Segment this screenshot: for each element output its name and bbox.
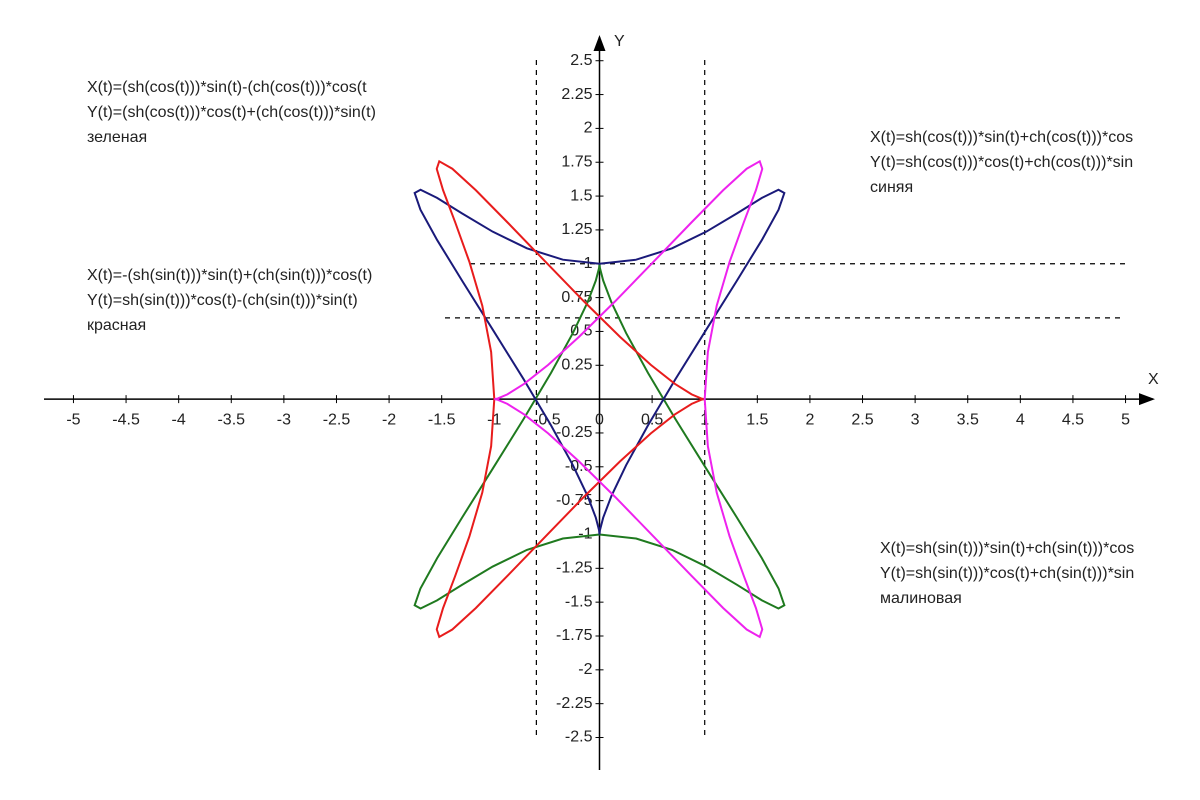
formula-text: Y(t)=sh(cos(t)))*cos(t)+ch(cos(t)))*sin: [870, 154, 1133, 171]
y-axis-label: Y: [614, 33, 625, 50]
x-tick-label: 4: [1016, 411, 1025, 428]
formula-text: Y(t)=sh(sin(t)))*cos(t)-(ch(sin(t)))*sin…: [87, 292, 358, 309]
x-tick-label: 3: [911, 411, 920, 428]
formula-text: X(t)=-(sh(sin(t)))*sin(t)+(ch(sin(t)))*c…: [87, 267, 372, 284]
curve: [413, 188, 786, 535]
x-tick-label: -3.5: [217, 411, 245, 428]
y-tick-label: -1.5: [565, 593, 593, 610]
x-tick-label: 4.5: [1062, 411, 1084, 428]
y-tick-label: -1: [578, 526, 592, 543]
x-tick-label: -3: [277, 411, 291, 428]
x-tick-label: -1.5: [428, 411, 456, 428]
y-tick-label: -0.25: [556, 424, 593, 441]
y-tick-label: -1.75: [556, 627, 593, 644]
y-axis-arrow: [593, 35, 606, 51]
legend-label: зеленая: [87, 129, 147, 146]
x-tick-label: -4.5: [112, 411, 140, 428]
formula-text: X(t)=sh(cos(t)))*sin(t)+ch(cos(t)))*cos: [870, 129, 1133, 146]
x-axis-arrow: [1139, 393, 1155, 406]
x-tick-label: 5: [1121, 411, 1130, 428]
y-tick-label: -2.25: [556, 695, 593, 712]
x-tick-label: -1: [487, 411, 501, 428]
x-tick-label: 2.5: [851, 411, 873, 428]
legend-label: малиновая: [880, 590, 962, 607]
x-tick-label: 2: [805, 411, 814, 428]
y-tick-label: 0.25: [561, 356, 592, 373]
y-tick-label: 2.5: [570, 52, 592, 69]
x-tick-label: 1.5: [746, 411, 768, 428]
x-tick-label: 1: [700, 411, 709, 428]
x-tick-label: 0: [595, 411, 604, 428]
formula-text: Y(t)=(sh(cos(t)))*cos(t)+(ch(cos(t)))*si…: [87, 104, 376, 121]
legend-label: синяя: [870, 179, 913, 196]
x-tick-label: -4: [172, 411, 186, 428]
x-tick-label: 3.5: [957, 411, 979, 428]
formula-text: X(t)=(sh(cos(t)))*sin(t)-(ch(cos(t)))*co…: [87, 79, 367, 96]
y-tick-label: 1.5: [570, 187, 592, 204]
y-tick-label: 2.25: [561, 86, 592, 103]
x-tick-label: -2: [382, 411, 396, 428]
x-tick-label: -2.5: [323, 411, 351, 428]
curve: [494, 159, 764, 639]
x-tick-label: -5: [66, 411, 80, 428]
formula-text: X(t)=sh(sin(t)))*sin(t)+ch(sin(t)))*cos: [880, 540, 1134, 557]
y-tick-label: -2: [578, 661, 592, 678]
legend-label: красная: [87, 317, 146, 334]
y-tick-label: 2: [584, 120, 593, 137]
y-tick-label: 1.75: [561, 153, 592, 170]
x-axis-label: X: [1148, 371, 1159, 388]
formula-text: Y(t)=sh(sin(t)))*cos(t)+ch(sin(t)))*sin: [880, 565, 1134, 582]
y-tick-label: -2.5: [565, 729, 593, 746]
y-tick-label: -1.25: [556, 560, 593, 577]
y-tick-label: 1.25: [561, 221, 592, 238]
